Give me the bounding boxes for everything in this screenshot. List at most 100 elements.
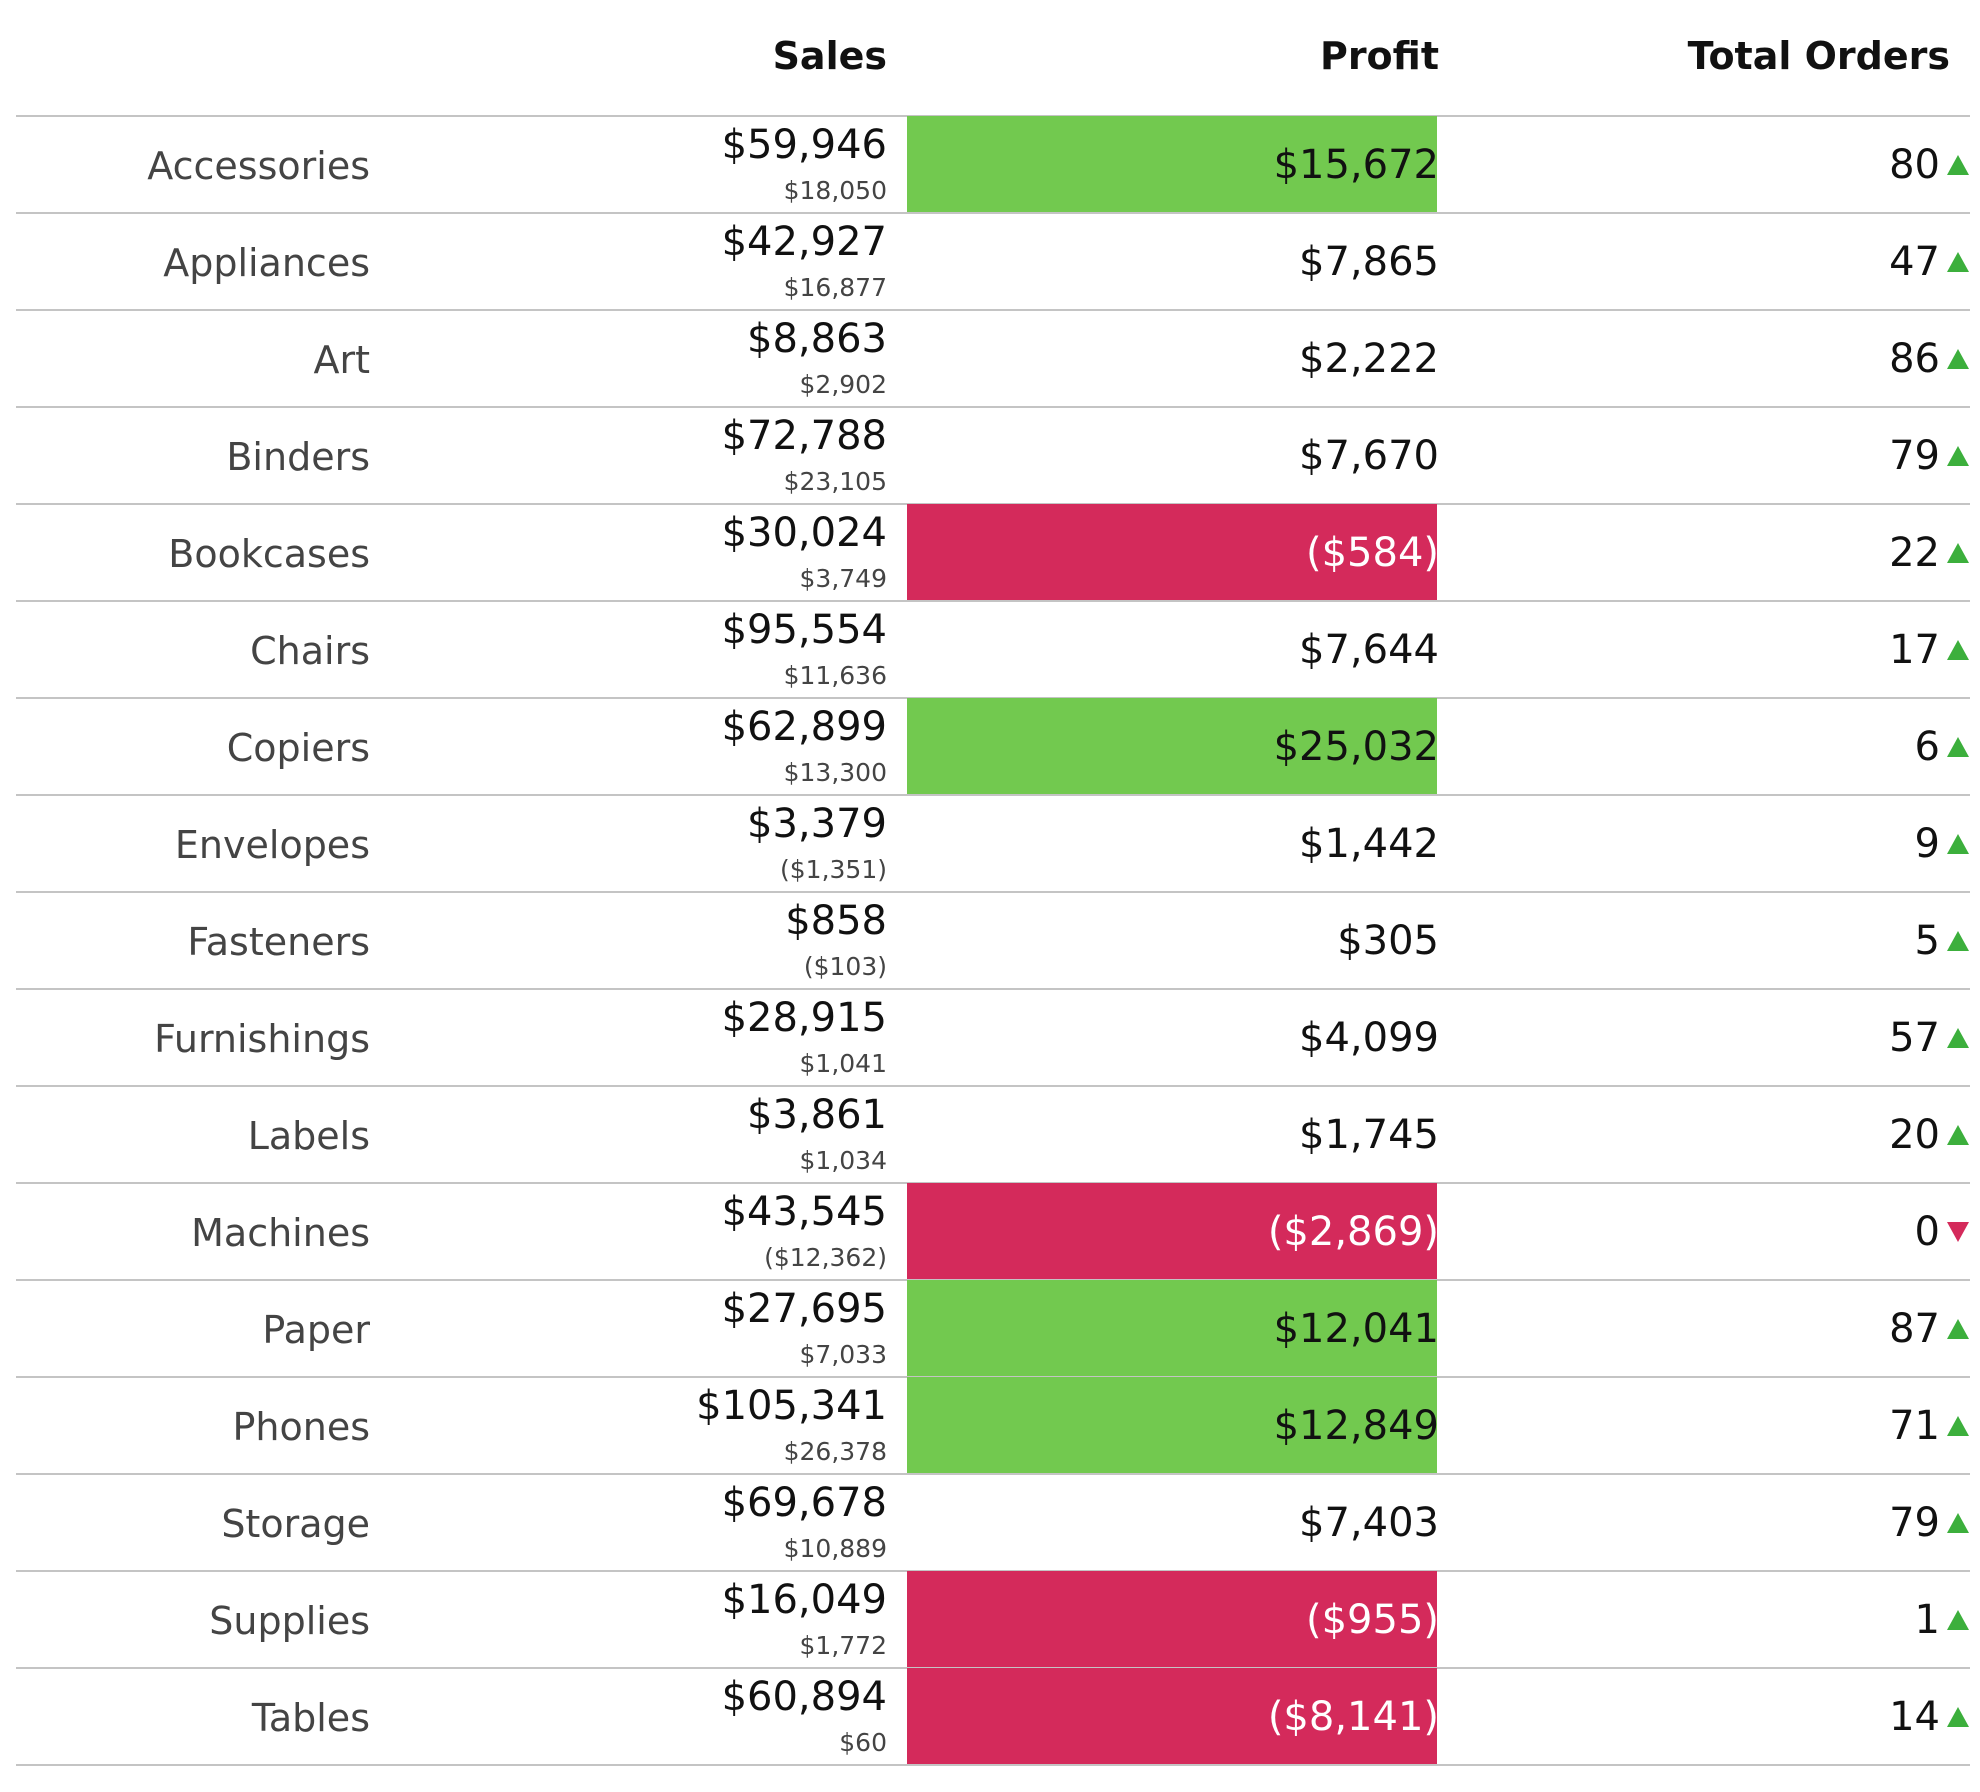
total-orders-value: 9 (1914, 821, 1940, 867)
category-label: Tables (251, 1696, 370, 1740)
trend-up-icon (1947, 1125, 1969, 1145)
row-divider (16, 1473, 1970, 1475)
profit-value: ($2,869) (1267, 1209, 1439, 1255)
trend-up-icon (1947, 446, 1969, 466)
category-label: Envelopes (174, 823, 370, 867)
table-row: Binders $72,788 $23,105 $7,670 79 (16, 407, 1970, 505)
sales-sub-value: $23,105 (783, 467, 887, 496)
sales-value: $43,545 (721, 1189, 887, 1235)
sales-value: $60,894 (721, 1674, 887, 1720)
profit-highlight-cell (907, 1571, 1437, 1668)
category-label: Bookcases (168, 532, 370, 576)
profit-highlight-cell (907, 504, 1437, 601)
sales-value: $59,946 (721, 122, 887, 168)
profit-value: $1,442 (1299, 821, 1439, 867)
total-orders-value: 14 (1889, 1694, 1940, 1740)
column-header-total-orders: Total Orders (1687, 34, 1950, 78)
sales-sub-value: ($1,351) (780, 855, 887, 884)
trend-up-icon (1947, 737, 1969, 757)
row-divider (16, 1764, 1970, 1766)
profit-highlight-cell (907, 698, 1437, 795)
trend-up-icon (1947, 1319, 1969, 1339)
sales-sub-value: $60 (839, 1728, 887, 1757)
total-orders-value: 1 (1914, 1597, 1940, 1643)
category-label: Accessories (147, 144, 370, 188)
table-header: Sales Profit Total Orders (16, 0, 1970, 116)
table-row: Supplies $16,049 $1,772 ($955) 1 (16, 1571, 1970, 1669)
trend-up-icon (1947, 155, 1969, 175)
profit-value: $15,672 (1273, 142, 1439, 188)
sales-value: $105,341 (696, 1383, 887, 1429)
sales-value: $95,554 (721, 607, 887, 653)
sales-sub-value: $1,041 (799, 1049, 887, 1078)
trend-up-icon (1947, 1513, 1969, 1533)
table-row: Envelopes $3,379 ($1,351) $1,442 9 (16, 795, 1970, 893)
category-label: Binders (226, 435, 370, 479)
trend-up-icon (1947, 1707, 1969, 1727)
table-row: Machines $43,545 ($12,362) ($2,869) 0 (16, 1183, 1970, 1281)
row-divider (16, 406, 1970, 408)
sales-sub-value: $1,034 (799, 1146, 887, 1175)
category-label: Paper (262, 1308, 370, 1352)
table-row: Tables $60,894 $60 ($8,141) 14 (16, 1668, 1970, 1766)
sales-sub-value: $11,636 (783, 661, 887, 690)
sales-sub-value: $26,378 (783, 1437, 887, 1466)
total-orders-value: 86 (1889, 336, 1940, 382)
total-orders-value: 0 (1914, 1209, 1940, 1255)
total-orders-value: 17 (1889, 627, 1940, 673)
sales-value: $3,379 (747, 801, 887, 847)
sales-sub-value: $1,772 (799, 1631, 887, 1660)
row-divider (16, 600, 1970, 602)
category-label: Storage (221, 1502, 370, 1546)
sales-sub-value: $2,902 (799, 370, 887, 399)
sales-sub-value: ($103) (803, 952, 887, 981)
profit-value: $12,849 (1273, 1403, 1439, 1449)
trend-up-icon (1947, 834, 1969, 854)
total-orders-value: 20 (1889, 1112, 1940, 1158)
table-row: Copiers $62,899 $13,300 $25,032 6 (16, 698, 1970, 796)
table-row: Chairs $95,554 $11,636 $7,644 17 (16, 601, 1970, 699)
sales-sub-value: $13,300 (783, 758, 887, 787)
total-orders-value: 5 (1914, 918, 1940, 964)
sales-sub-value: $7,033 (799, 1340, 887, 1369)
row-divider (16, 891, 1970, 893)
row-divider (16, 309, 1970, 311)
sales-sub-value: $3,749 (799, 564, 887, 593)
table-row: Phones $105,341 $26,378 $12,849 71 (16, 1377, 1970, 1475)
column-header-sales: Sales (772, 34, 887, 78)
trend-up-icon (1947, 252, 1969, 272)
sales-value: $858 (785, 898, 887, 944)
sales-value: $30,024 (721, 510, 887, 556)
trend-up-icon (1947, 1610, 1969, 1630)
category-label: Art (313, 338, 370, 382)
category-label: Furnishings (154, 1017, 370, 1061)
profit-value: $4,099 (1299, 1015, 1439, 1061)
profit-value: $12,041 (1273, 1306, 1439, 1352)
profit-value: ($8,141) (1267, 1694, 1439, 1740)
sales-sub-value: $18,050 (783, 176, 887, 205)
category-label: Fasteners (187, 920, 370, 964)
sales-value: $69,678 (721, 1480, 887, 1526)
profit-value: $7,403 (1299, 1500, 1439, 1546)
total-orders-value: 22 (1889, 530, 1940, 576)
sales-value: $28,915 (721, 995, 887, 1041)
table-row: Storage $69,678 $10,889 $7,403 79 (16, 1474, 1970, 1572)
total-orders-value: 71 (1889, 1403, 1940, 1449)
table-row: Labels $3,861 $1,034 $1,745 20 (16, 1086, 1970, 1184)
trend-up-icon (1947, 640, 1969, 660)
category-label: Machines (191, 1211, 370, 1255)
total-orders-value: 80 (1889, 142, 1940, 188)
total-orders-value: 87 (1889, 1306, 1940, 1352)
profit-value: ($584) (1305, 530, 1439, 576)
table-row: Furnishings $28,915 $1,041 $4,099 57 (16, 989, 1970, 1087)
profit-value: $7,644 (1299, 627, 1439, 673)
profit-highlight-cell (907, 1280, 1437, 1377)
profit-value: $7,865 (1299, 239, 1439, 285)
row-divider (16, 794, 1970, 796)
table-row: Accessories $59,946 $18,050 $15,672 80 (16, 116, 1970, 214)
sales-value: $16,049 (721, 1577, 887, 1623)
sales-sub-value: $10,889 (783, 1534, 887, 1563)
profit-highlight-cell (907, 1183, 1437, 1280)
profit-highlight-cell (907, 1377, 1437, 1474)
sales-sub-value: $16,877 (783, 273, 887, 302)
